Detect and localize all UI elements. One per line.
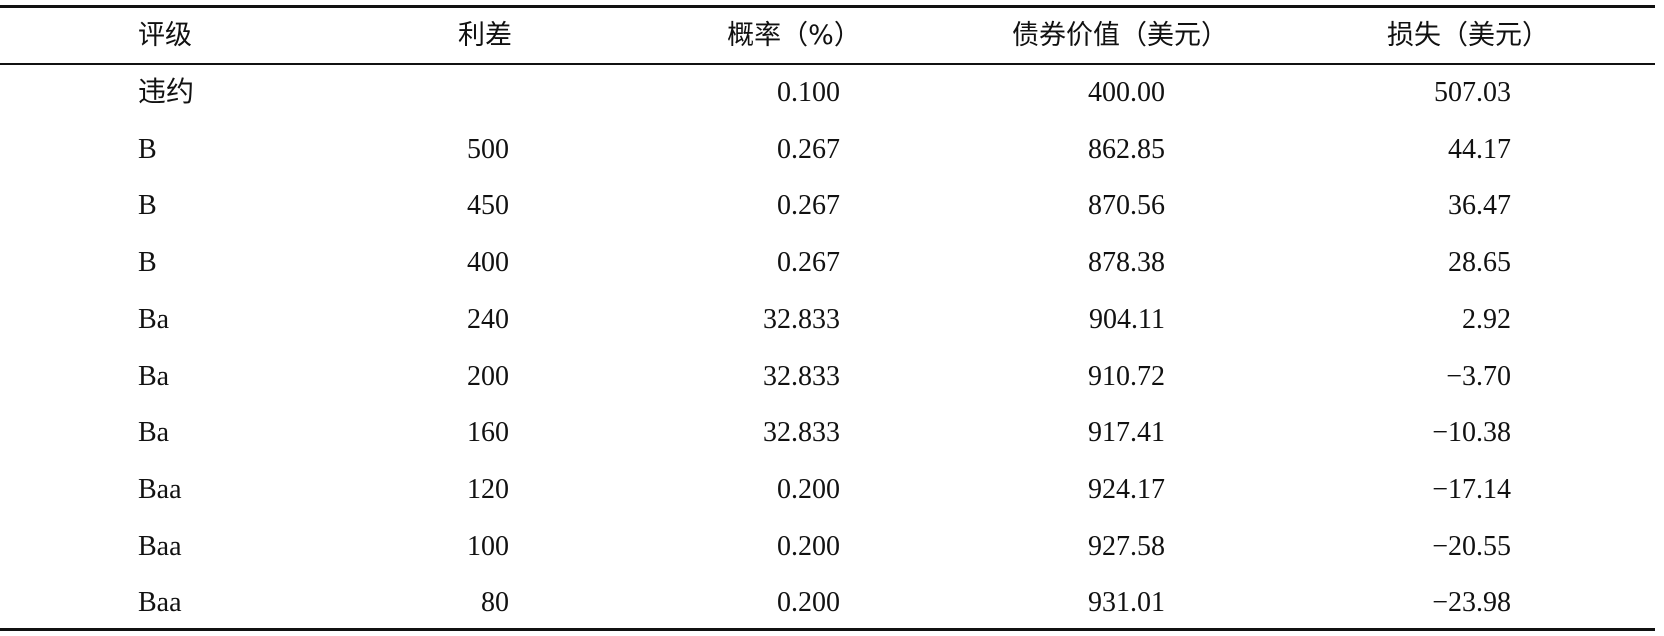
table-cell: 2.92 <box>1462 303 1511 335</box>
table-cell: 917.41 <box>1088 417 1165 449</box>
table-cell: B <box>138 247 157 279</box>
bottom-rule <box>0 628 1655 631</box>
table-cell: 0.267 <box>777 133 840 165</box>
table-cell: Ba <box>138 303 170 335</box>
table-cell: 0.267 <box>777 247 840 279</box>
top-rule <box>0 5 1655 8</box>
header-cell: 概率（%） <box>727 20 861 51</box>
table-cell: 240 <box>467 303 509 335</box>
table-cell: 160 <box>467 417 509 449</box>
table-cell: 862.85 <box>1088 133 1165 165</box>
table-cell: 120 <box>467 473 509 505</box>
table-cell: 450 <box>467 190 509 222</box>
table-cell: 28.65 <box>1448 247 1511 279</box>
header-cell: 债券价值（美元） <box>1012 20 1228 51</box>
table-cell: Ba <box>138 417 170 449</box>
table-cell: 927.58 <box>1088 530 1165 562</box>
table-cell: 924.17 <box>1088 473 1165 505</box>
table-cell: Baa <box>138 473 182 505</box>
table-cell: 违约 <box>138 77 195 108</box>
table-cell: −17.14 <box>1432 473 1511 505</box>
header-cell: 利差 <box>458 20 512 51</box>
table-cell: 500 <box>467 133 509 165</box>
table-cell: 80 <box>481 587 509 619</box>
table-cell: Baa <box>138 530 182 562</box>
table-cell: 200 <box>467 360 509 392</box>
table-cell: 36.47 <box>1448 190 1511 222</box>
table-cell: 100 <box>467 530 509 562</box>
table-cell: 32.833 <box>763 303 840 335</box>
table-cell: 910.72 <box>1088 360 1165 392</box>
header-cell: 评级 <box>138 20 192 51</box>
table-cell: 400 <box>467 247 509 279</box>
table-cell: 0.267 <box>777 190 840 222</box>
table-cell: 0.200 <box>777 473 840 505</box>
table-cell: 904.11 <box>1089 303 1165 335</box>
table-cell: 507.03 <box>1434 77 1511 108</box>
table-cell: 870.56 <box>1088 190 1165 222</box>
table-cell: −10.38 <box>1432 417 1511 449</box>
table-cell: B <box>138 133 157 165</box>
table-cell: Baa <box>138 587 182 619</box>
table-cell: 400.00 <box>1088 77 1165 108</box>
table-cell: Ba <box>138 360 170 392</box>
table-cell: 0.200 <box>777 530 840 562</box>
header-rule <box>0 63 1655 65</box>
table-cell: B <box>138 190 157 222</box>
table-cell: 878.38 <box>1088 247 1165 279</box>
table-cell: 931.01 <box>1088 587 1165 619</box>
table-cell: 44.17 <box>1448 133 1511 165</box>
table-cell: 0.200 <box>777 587 840 619</box>
header-cell: 损失（美元） <box>1387 20 1549 51</box>
table-cell: −23.98 <box>1432 587 1511 619</box>
table-cell: 32.833 <box>763 360 840 392</box>
table-cell: 32.833 <box>763 417 840 449</box>
table-cell: −3.70 <box>1446 360 1511 392</box>
table-cell: 0.100 <box>777 77 840 108</box>
table-cell: −20.55 <box>1432 530 1511 562</box>
